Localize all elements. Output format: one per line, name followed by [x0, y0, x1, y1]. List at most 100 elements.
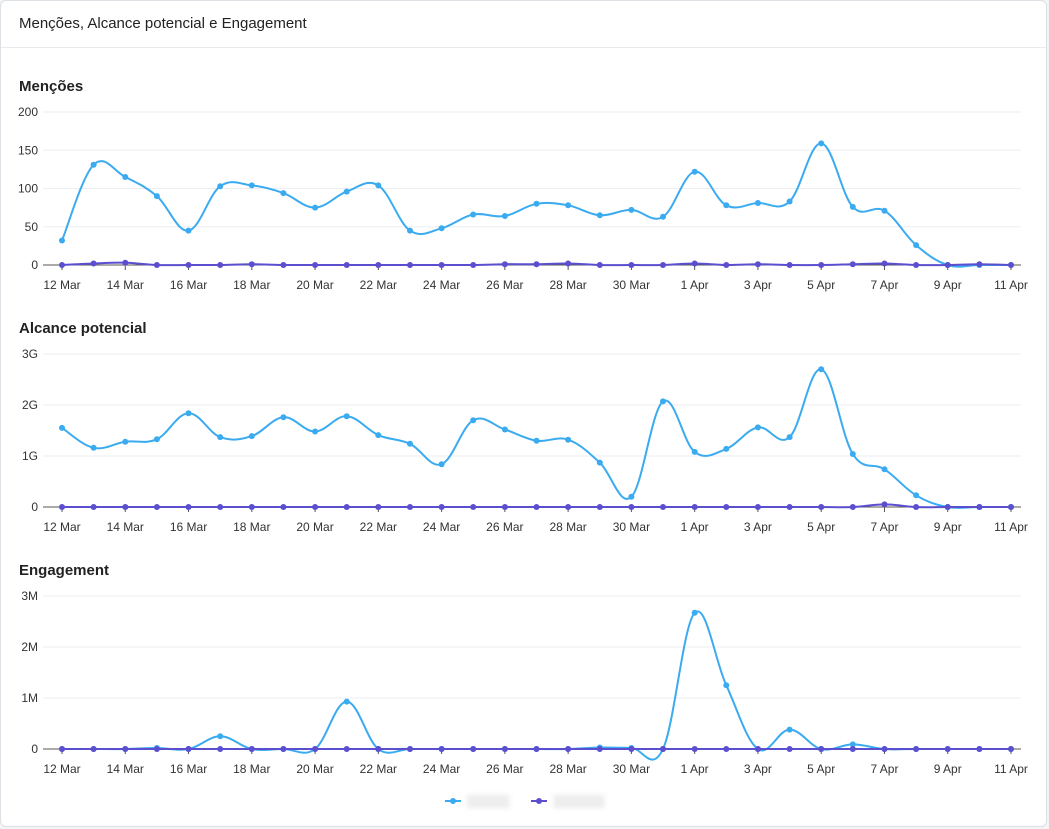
data-point: [153, 262, 160, 268]
data-point: [691, 609, 698, 616]
legend-item-series-b[interactable]: ░░░░░░: [531, 794, 604, 808]
legend-label-redacted: ░░░░░░: [553, 794, 605, 808]
y-tick-label: 200: [18, 105, 38, 119]
x-tick-label: 16 Mar: [170, 520, 207, 534]
data-point: [660, 504, 666, 510]
y-tick-label: 100: [18, 182, 38, 196]
data-point: [90, 260, 97, 267]
data-point: [754, 261, 761, 268]
data-point: [343, 746, 350, 752]
data-point: [153, 504, 160, 510]
data-point: [217, 746, 224, 752]
data-point: [217, 262, 224, 268]
x-tick-label: 3 Apr: [744, 520, 772, 534]
legend-label-redacted: ░░░░░: [466, 794, 510, 808]
y-tick-label: 2G: [22, 398, 38, 412]
y-tick-label: 3G: [22, 347, 38, 361]
data-point: [470, 211, 477, 218]
x-tick-label: 1 Apr: [681, 520, 709, 534]
data-point: [849, 741, 856, 748]
data-point: [565, 436, 572, 443]
data-point: [90, 746, 97, 752]
x-tick-label: 30 Mar: [613, 762, 650, 776]
data-point: [122, 438, 129, 445]
data-point: [470, 504, 477, 510]
data-point: [786, 434, 793, 441]
x-tick-label: 22 Mar: [360, 520, 397, 534]
data-point: [944, 746, 951, 752]
data-point: [248, 433, 255, 440]
data-point: [312, 746, 319, 752]
x-tick-label: 18 Mar: [233, 520, 270, 534]
x-tick-label: 16 Mar: [170, 278, 207, 292]
data-point: [723, 445, 730, 452]
data-point: [1008, 262, 1014, 268]
data-point: [248, 504, 255, 510]
data-point: [976, 261, 983, 268]
y-tick-label: 50: [25, 220, 39, 234]
data-point: [122, 504, 129, 510]
data-point: [913, 262, 920, 268]
data-point: [280, 746, 287, 752]
x-tick-label: 18 Mar: [233, 278, 270, 292]
data-point: [881, 746, 888, 752]
legend-item-series-a[interactable]: ░░░░░: [444, 794, 510, 808]
y-tick-label: 0: [31, 742, 38, 756]
x-tick-label: 26 Mar: [486, 520, 523, 534]
data-point: [501, 261, 508, 268]
data-point: [153, 193, 160, 200]
chart-title-engagement: Engagement: [19, 562, 110, 579]
data-point: [786, 504, 793, 510]
data-point: [786, 726, 793, 733]
data-point: [723, 746, 730, 752]
data-point: [818, 262, 825, 268]
data-point: [438, 225, 445, 232]
data-point: [723, 262, 730, 268]
data-point: [913, 492, 920, 499]
x-tick-label: 28 Mar: [549, 762, 586, 776]
x-tick-label: 12 Mar: [43, 762, 80, 776]
data-point: [691, 504, 698, 510]
data-point: [122, 174, 129, 180]
data-point: [375, 182, 382, 189]
data-point: [185, 410, 192, 417]
data-point: [501, 746, 508, 752]
data-point: [438, 461, 445, 468]
data-point: [280, 414, 287, 421]
data-point: [312, 428, 319, 435]
data-point: [407, 440, 413, 447]
data-point: [723, 202, 730, 209]
data-point: [438, 504, 445, 510]
data-point: [501, 504, 508, 510]
data-point: [565, 202, 572, 209]
x-tick-label: 11 Apr: [994, 762, 1028, 776]
x-tick-label: 5 Apr: [807, 520, 835, 534]
data-point: [818, 140, 825, 147]
mencoes-chart: 0 50 100 150 200 12 Mar 14 Mar 16 Mar 18 Mar 20 M…: [18, 105, 1028, 292]
data-point: [280, 262, 287, 268]
data-point: [881, 466, 888, 473]
data-point: [343, 262, 350, 268]
data-point: [786, 262, 793, 268]
data-point: [754, 504, 761, 510]
alcance-potencial-chart: 0 1G 2G 3G 12 Mar 14 Mar 16 Mar 18 Mar 20 Mar 22 …: [22, 347, 1028, 534]
x-tick-label: 7 Apr: [870, 762, 898, 776]
data-point: [628, 493, 635, 500]
x-tick-label: 26 Mar: [486, 762, 523, 776]
data-point: [438, 262, 445, 268]
x-tick-label: 22 Mar: [360, 278, 397, 292]
x-tick-label: 20 Mar: [296, 520, 333, 534]
data-point: [312, 204, 319, 211]
x-tick-label: 28 Mar: [549, 520, 586, 534]
data-point: [248, 746, 255, 752]
data-point: [628, 262, 635, 268]
x-tick-label: 24 Mar: [423, 278, 460, 292]
x-tick-label: 5 Apr: [807, 278, 835, 292]
x-tick-label: 5 Apr: [807, 762, 835, 776]
data-point: [754, 424, 761, 431]
data-point: [375, 746, 382, 752]
data-point: [343, 413, 350, 420]
x-tick-label: 3 Apr: [744, 278, 772, 292]
data-point: [407, 227, 413, 234]
